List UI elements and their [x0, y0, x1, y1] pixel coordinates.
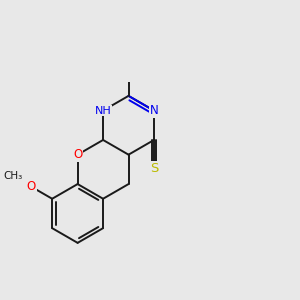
- Text: O: O: [27, 180, 36, 193]
- Text: S: S: [150, 162, 158, 175]
- Text: NH: NH: [95, 106, 111, 116]
- Text: N: N: [150, 104, 158, 117]
- Text: O: O: [73, 148, 82, 161]
- Text: CH₃: CH₃: [3, 171, 22, 181]
